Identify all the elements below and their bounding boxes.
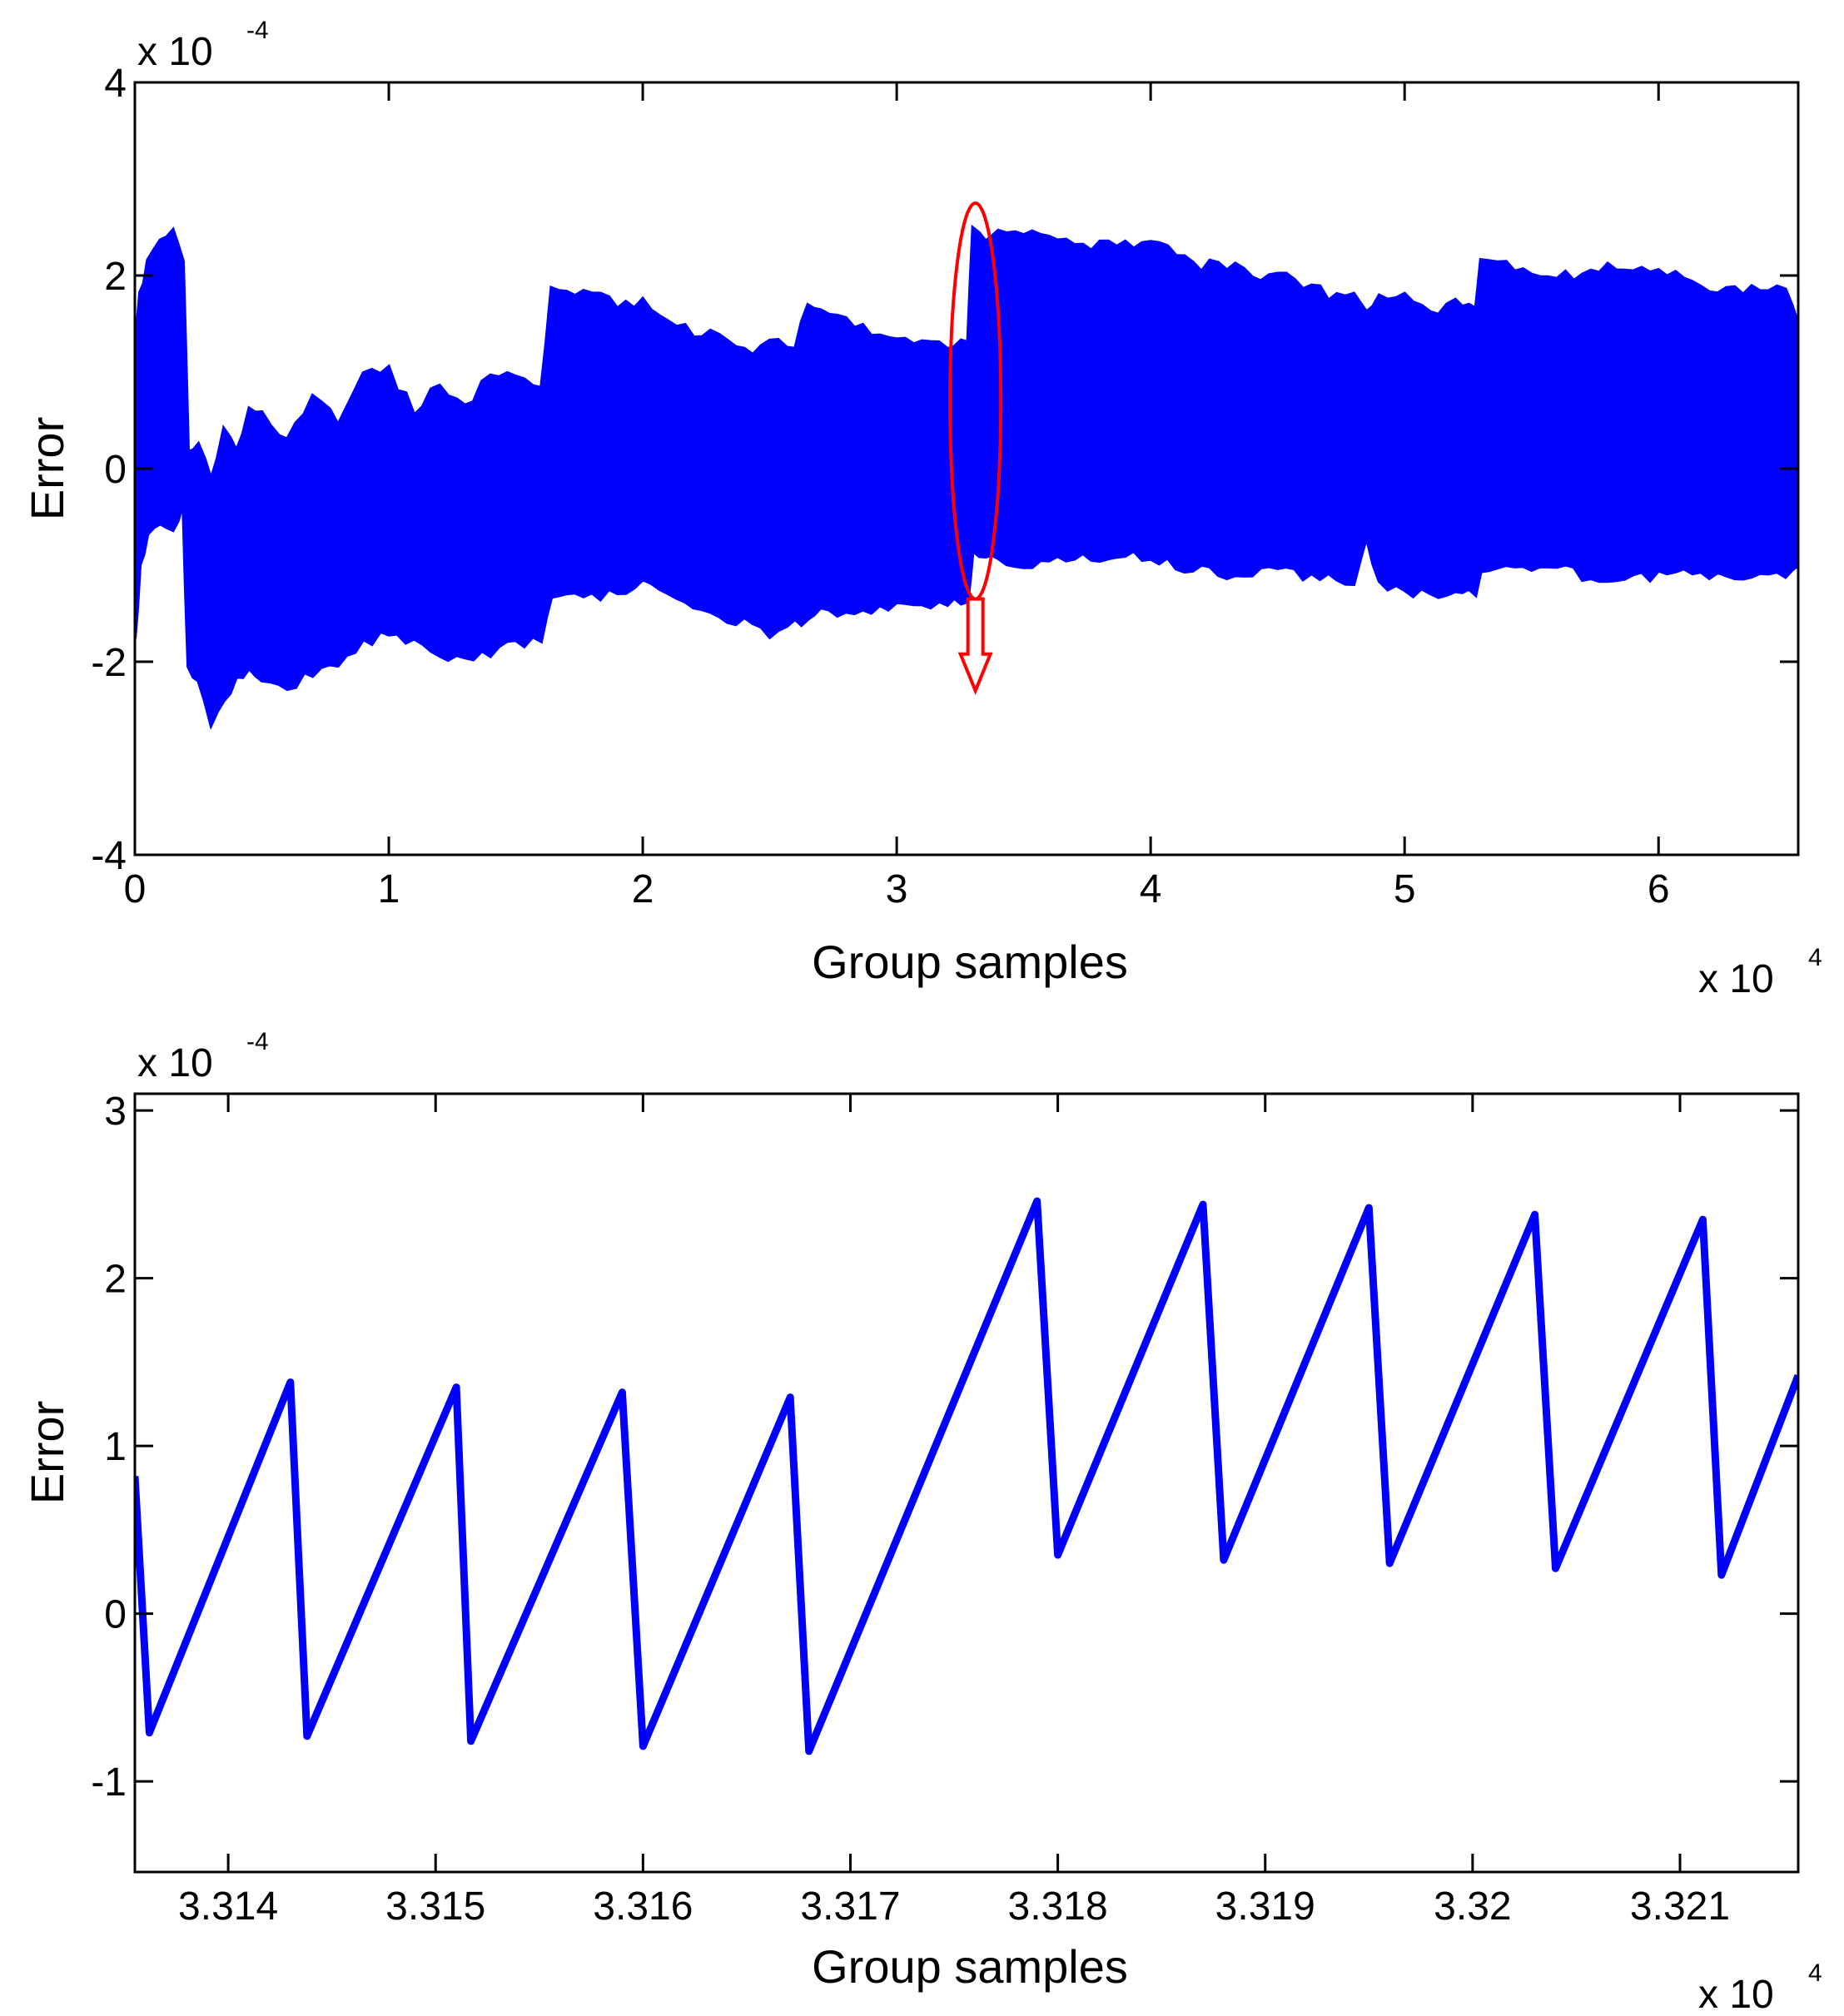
x-tick-label: 3.32 [1434, 1884, 1511, 1929]
y-tick-label: 2 [104, 1258, 127, 1302]
bottom-y-multiplier: x 10 -4 [137, 1028, 269, 1085]
bottom-y-multiplier-exponent: -4 [246, 1028, 269, 1055]
top-y-multiplier: x 10 -4 [137, 17, 269, 74]
top-x-axis-label: Group samples [812, 936, 1128, 988]
y-tick-label: -4 [91, 834, 127, 878]
y-tick-label: -1 [91, 1760, 127, 1805]
y-tick-label: 0 [104, 1593, 127, 1637]
error-sawtooth-line [135, 1197, 1798, 1755]
x-tick-label: 4 [1140, 867, 1162, 911]
x-tick-label: 5 [1394, 867, 1416, 911]
y-tick-label: -2 [91, 641, 127, 685]
top-x-multiplier-base: x 10 [1698, 957, 1774, 1001]
bottom-x-multiplier-exponent: 4 [1808, 1959, 1822, 1987]
x-tick-label: 3.317 [800, 1884, 900, 1929]
top-y-multiplier-exponent: -4 [246, 17, 269, 44]
y-tick-label: 2 [104, 255, 127, 299]
x-tick-label: 0 [124, 867, 147, 911]
top-y-multiplier-base: x 10 [137, 30, 213, 74]
y-tick-label: 4 [104, 62, 127, 106]
zoom-arrow [957, 597, 993, 696]
x-tick-label: 3.319 [1215, 1884, 1315, 1929]
x-tick-label: 6 [1648, 867, 1670, 911]
bottom-plot-frame [133, 1092, 1800, 1874]
top-x-multiplier-exponent: 4 [1808, 944, 1822, 971]
x-tick-label: 3 [886, 867, 908, 911]
x-tick-label: 3.318 [1008, 1884, 1108, 1929]
x-tick-label: 3.321 [1630, 1884, 1730, 1929]
top-chart: 0 1 2 3 4 5 6 -4 -2 0 2 4 Group samples Error x 10 … [21, 17, 1822, 1001]
y-tick-label: 0 [104, 448, 127, 492]
bottom-plot-area [133, 1092, 1800, 1874]
x-tick-label: 3.316 [593, 1884, 693, 1929]
top-x-multiplier: x 10 4 [1698, 944, 1822, 1001]
bottom-x-axis-label: Group samples [812, 1940, 1128, 1993]
y-tick-label: 1 [104, 1425, 127, 1469]
bottom-y-multiplier-base: x 10 [137, 1041, 213, 1085]
x-tick-label: 2 [632, 867, 654, 911]
bottom-y-axis-label: Error [21, 1401, 73, 1504]
bottom-x-multiplier: x 10 4 [1698, 1959, 1822, 2016]
top-y-axis-label: Error [21, 417, 73, 520]
bottom-x-multiplier-base: x 10 [1698, 1973, 1774, 2016]
x-tick-label: 1 [378, 867, 400, 911]
x-tick-label: 3.314 [178, 1884, 278, 1929]
bottom-chart: 3.314 3.315 3.316 3.317 3.318 3.319 3.32 3.321 -… [21, 1028, 1822, 2016]
x-tick-label: 3.315 [385, 1884, 485, 1929]
error-band-series [135, 224, 1798, 731]
y-tick-label: 3 [104, 1090, 127, 1134]
